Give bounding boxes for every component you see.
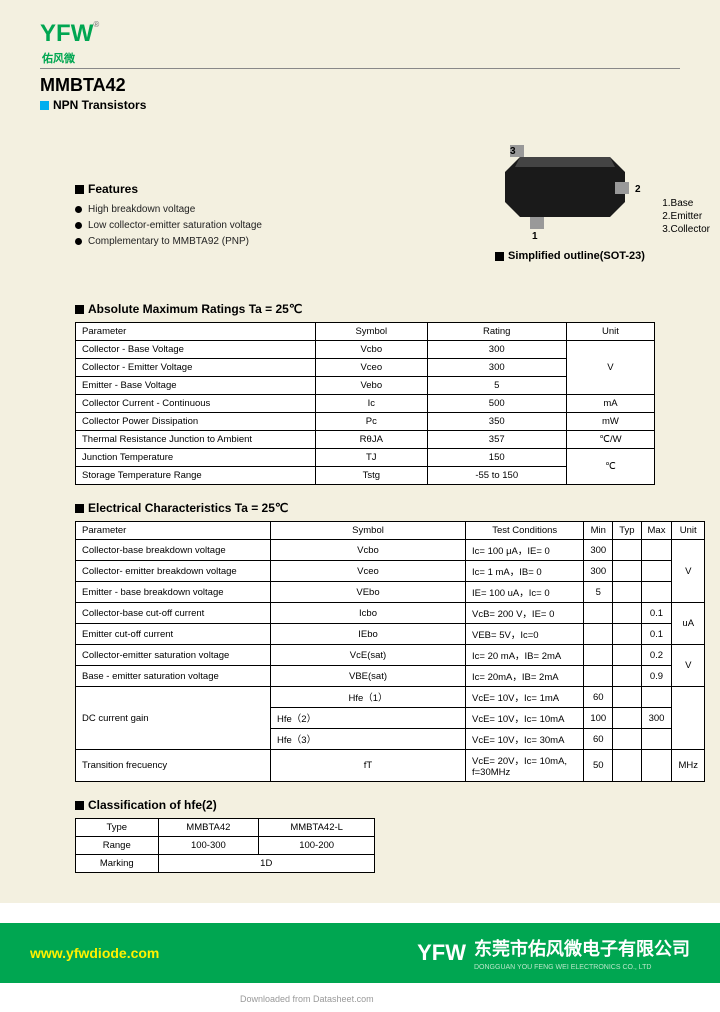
footer: www.yfwdiode.com YFW 东莞市佑风微电子有限公司 DONGGU… xyxy=(0,923,720,983)
package-outline: 1 2 3 1.Base 2.Emitter 3.Collector Simpl… xyxy=(480,142,680,262)
footer-logo: YFW xyxy=(417,940,466,966)
features-section: Features High breakdown voltage Low coll… xyxy=(40,142,262,262)
footer-url: www.yfwdiode.com xyxy=(30,945,159,961)
pin-labels: 1.Base 2.Emitter 3.Collector xyxy=(662,197,710,236)
feature-item: Complementary to MMBTA92 (PNP) xyxy=(75,236,262,247)
features-heading: Features xyxy=(75,182,262,196)
package-title: Simplified outline(SOT-23) xyxy=(480,250,660,262)
subtitle: NPN Transistors xyxy=(40,98,680,112)
footer-cn: 东莞市佑风微电子有限公司 xyxy=(474,939,690,959)
table2-title: Electrical Characteristics Ta = 25℃ xyxy=(40,501,680,515)
electrical-char-table: ParameterSymbolTest ConditionsMinTypMaxU… xyxy=(75,521,705,782)
watermark: Downloaded from Datasheet.com xyxy=(240,994,374,1004)
feature-item: High breakdown voltage xyxy=(75,204,262,215)
table1-title: Absolute Maximum Ratings Ta = 25℃ xyxy=(40,302,680,316)
logo-text: YFW® xyxy=(40,20,99,48)
svg-text:1: 1 xyxy=(532,231,538,242)
logo-cn: 佑风微 xyxy=(42,50,680,66)
footer-en: DONGGUAN YOU FENG WEI ELECTRONICS CO., L… xyxy=(474,964,651,971)
abs-max-ratings-table: ParameterSymbolRatingUnit Collector - Ba… xyxy=(75,322,655,485)
classification-table: TypeMMBTA42MMBTA42-L Range100-300100-200… xyxy=(75,818,375,873)
svg-text:3: 3 xyxy=(510,146,516,157)
feature-item: Low collector-emitter saturation voltage xyxy=(75,220,262,231)
part-number: MMBTA42 xyxy=(40,75,680,96)
logo: YFW® xyxy=(40,20,680,48)
table3-title: Classification of hfe(2) xyxy=(40,798,680,812)
svg-text:2: 2 xyxy=(635,184,641,195)
